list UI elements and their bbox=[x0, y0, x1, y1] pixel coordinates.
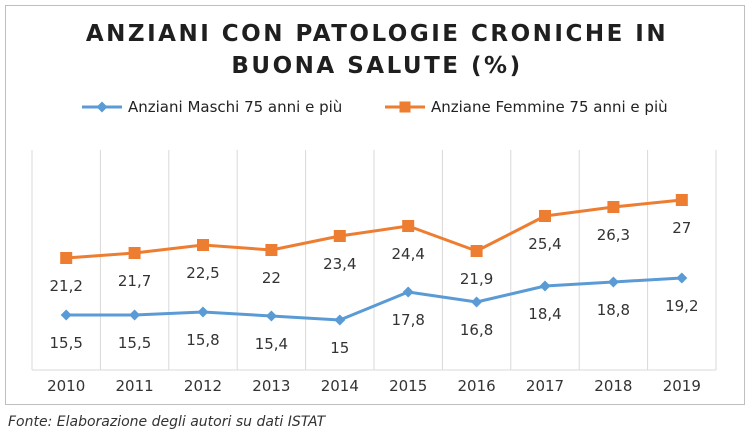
data-label: 18,8 bbox=[597, 301, 630, 319]
legend-marker-square-icon bbox=[385, 101, 425, 113]
x-tick-label: 2015 bbox=[389, 377, 427, 395]
legend-label-female: Anziane Femmine 75 anni e più bbox=[431, 98, 668, 116]
x-tick-label: 2016 bbox=[458, 377, 496, 395]
data-label: 22,5 bbox=[186, 264, 219, 282]
data-label: 15,4 bbox=[255, 335, 288, 353]
chart-legend: Anziani Maschi 75 anni e più Anziane Fem… bbox=[0, 98, 754, 122]
x-tick-label: 2011 bbox=[116, 377, 154, 395]
series-line-1 bbox=[66, 198, 682, 260]
x-tick-label: 2012 bbox=[184, 377, 222, 395]
chart-title-line-2: BUONA SALUTE (%) bbox=[231, 53, 523, 79]
data-point-diamond bbox=[471, 296, 483, 308]
legend-marker-diamond-icon bbox=[82, 101, 122, 113]
data-label: 15,8 bbox=[186, 331, 219, 349]
data-label: 15 bbox=[330, 339, 349, 357]
data-point-diamond bbox=[607, 276, 619, 288]
data-label: 15,5 bbox=[49, 334, 82, 352]
data-point-diamond bbox=[265, 310, 277, 322]
chart-series: 15,5 15,5 15,8 15,4 15 17,8 16,8 18,4 18,8 19,2 21… bbox=[49, 194, 699, 357]
x-axis-ticks: 2010 2011 2012 2013 2014 2015 2016 2017 2018 2019 bbox=[47, 377, 701, 395]
data-label: 21,9 bbox=[460, 270, 493, 288]
data-point-square bbox=[60, 252, 73, 264]
chart-title: ANZIANI CON PATOLOGIE CRONICHE IN BUONA … bbox=[0, 18, 754, 82]
x-tick-label: 2017 bbox=[526, 377, 564, 395]
data-label: 24,4 bbox=[391, 245, 424, 263]
data-label: 25,4 bbox=[528, 235, 561, 253]
data-label: 15,5 bbox=[118, 334, 151, 352]
data-point-square bbox=[607, 201, 620, 213]
series-line-0 bbox=[66, 276, 682, 322]
data-label: 16,8 bbox=[460, 321, 493, 339]
x-tick-label: 2010 bbox=[47, 377, 85, 395]
data-label: 27 bbox=[672, 219, 691, 237]
data-point-diamond bbox=[402, 286, 414, 298]
chart-title-line-1: ANZIANI CON PATOLOGIE CRONICHE IN bbox=[85, 21, 669, 47]
data-point-diamond bbox=[676, 272, 688, 284]
data-label: 23,4 bbox=[323, 255, 356, 273]
data-point-square bbox=[197, 239, 209, 251]
data-point-diamond bbox=[334, 314, 346, 326]
data-label: 17,8 bbox=[391, 311, 424, 329]
data-point-square bbox=[402, 220, 415, 232]
chart-grid bbox=[31, 150, 717, 371]
source-caption: Fonte: Elaborazione degli autori su dati… bbox=[8, 414, 326, 430]
data-label: 19,2 bbox=[665, 297, 698, 315]
data-point-diamond bbox=[539, 280, 551, 292]
data-label: 18,4 bbox=[528, 305, 561, 323]
legend-label-male: Anziani Maschi 75 anni e più bbox=[128, 98, 343, 116]
data-point-square bbox=[333, 230, 346, 242]
data-label: 21,2 bbox=[49, 277, 82, 295]
data-point-square bbox=[265, 244, 278, 256]
data-label: 22 bbox=[262, 269, 281, 287]
data-point-diamond bbox=[129, 309, 141, 321]
data-point-square bbox=[128, 247, 141, 259]
data-label: 21,7 bbox=[118, 272, 151, 290]
data-point-square bbox=[470, 245, 483, 257]
legend-item-male: Anziani Maschi 75 anni e più bbox=[82, 98, 342, 116]
x-tick-label: 2019 bbox=[663, 377, 701, 395]
data-point-square bbox=[539, 210, 551, 222]
legend-item-female: Anziane Femmine 75 anni e più bbox=[385, 98, 668, 116]
data-point-diamond bbox=[197, 306, 209, 318]
x-tick-label: 2013 bbox=[252, 377, 290, 395]
x-tick-label: 2014 bbox=[321, 377, 359, 395]
data-point-square bbox=[675, 194, 688, 206]
data-label: 26,3 bbox=[597, 226, 630, 244]
data-point-diamond bbox=[60, 309, 72, 321]
x-tick-label: 2018 bbox=[594, 377, 632, 395]
